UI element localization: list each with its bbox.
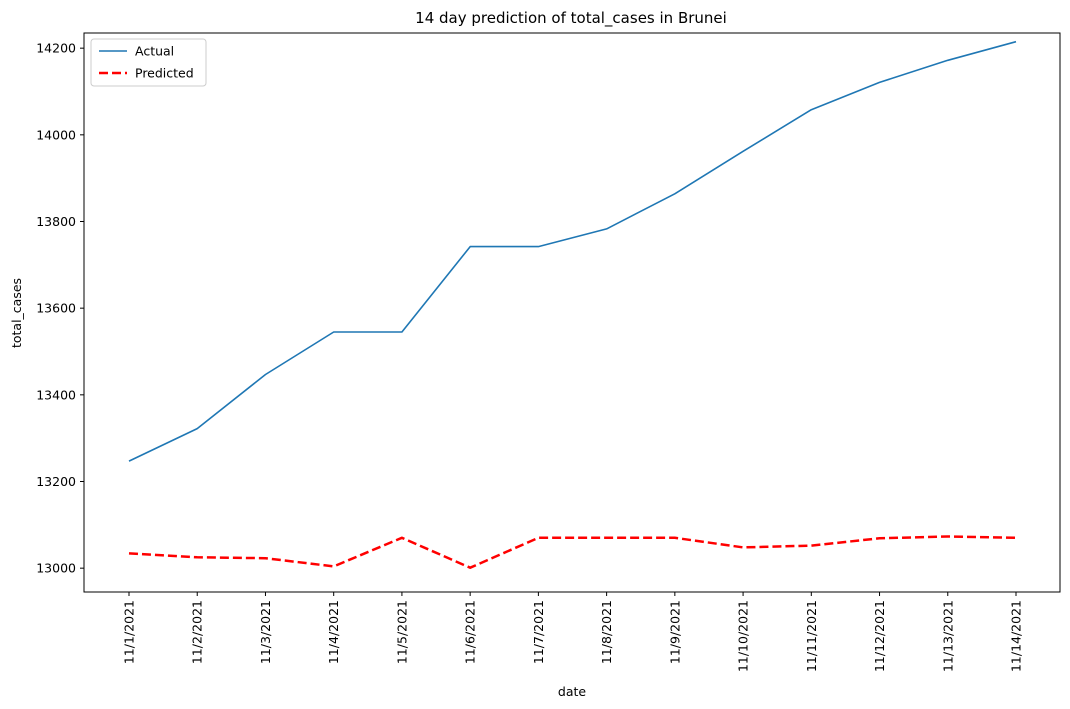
- x-tick-label: 11/4/2021: [326, 600, 341, 664]
- x-tick-label: 11/2/2021: [190, 600, 205, 664]
- y-tick-label: 14200: [36, 41, 76, 56]
- x-tick-label: 11/11/2021: [804, 600, 819, 672]
- x-tick-label: 11/5/2021: [394, 600, 409, 664]
- y-tick-label: 13400: [36, 387, 76, 402]
- x-tick-label: 11/8/2021: [599, 600, 614, 664]
- series-layer: [128, 40, 1017, 569]
- plot-area-frame: [83, 32, 1061, 593]
- x-axis-title: date: [558, 684, 586, 699]
- y-axis-title: total_cases: [9, 278, 24, 348]
- series-line-actual: [128, 40, 1017, 462]
- y-axis-ticks: 13000 13200 13400 13600 13800 14000 14200: [36, 41, 84, 576]
- y-tick-label: 13200: [36, 474, 76, 489]
- x-tick-label: 11/9/2021: [667, 600, 682, 664]
- legend: Actual Predicted: [90, 38, 207, 87]
- x-tick-label: 11/12/2021: [872, 600, 887, 672]
- series-line-predicted: [128, 535, 1017, 569]
- chart-title: 14 day prediction of total_cases in Brun…: [415, 9, 727, 28]
- x-axis-ticks: 11/1/2021 11/2/2021 11/3/2021 11/4/2021 11/5…: [122, 592, 1024, 672]
- x-tick-label: 11/6/2021: [463, 600, 478, 664]
- legend-label-predicted: Predicted: [135, 66, 194, 81]
- x-tick-label: 11/7/2021: [531, 600, 546, 664]
- x-tick-label: 11/10/2021: [736, 600, 751, 672]
- y-tick-label: 13800: [36, 214, 76, 229]
- y-tick-label: 14000: [36, 127, 76, 142]
- legend-label-actual: Actual: [135, 44, 174, 59]
- x-tick-label: 11/13/2021: [940, 600, 955, 672]
- x-tick-label: 11/3/2021: [258, 600, 273, 664]
- y-tick-label: 13600: [36, 301, 76, 316]
- y-tick-label: 13000: [36, 561, 76, 576]
- x-tick-label: 11/1/2021: [122, 600, 137, 664]
- x-tick-label: 11/14/2021: [1009, 600, 1024, 672]
